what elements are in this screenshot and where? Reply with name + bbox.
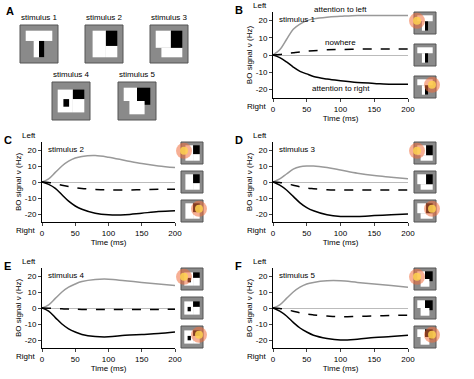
svg-text:150: 150 — [368, 105, 382, 114]
svg-text:20: 20 — [258, 272, 267, 281]
svg-text:200: 200 — [401, 355, 415, 364]
svg-text:150: 150 — [135, 229, 149, 238]
svg-text:Time (ms): Time (ms) — [91, 238, 127, 247]
svg-text:BO signal ν (Hz): BO signal ν (Hz) — [245, 26, 254, 85]
svg-text:C: C — [4, 134, 12, 146]
svg-text:200: 200 — [401, 105, 415, 114]
svg-text:-10: -10 — [25, 320, 37, 329]
svg-text:150: 150 — [368, 229, 382, 238]
svg-text:10: 10 — [27, 162, 36, 171]
svg-text:D: D — [235, 134, 243, 146]
svg-text:100: 100 — [334, 355, 348, 364]
svg-text:Left: Left — [22, 131, 36, 140]
svg-text:stimulus 3: stimulus 3 — [279, 145, 316, 154]
svg-text:Left: Left — [22, 257, 36, 266]
svg-text:0: 0 — [271, 229, 276, 238]
svg-text:Right: Right — [247, 102, 266, 111]
svg-text:0: 0 — [263, 178, 268, 187]
svg-text:200: 200 — [168, 229, 182, 238]
svg-text:-10: -10 — [256, 194, 268, 203]
svg-text:50: 50 — [302, 229, 311, 238]
svg-text:0: 0 — [263, 51, 268, 60]
svg-text:Time (ms): Time (ms) — [323, 238, 359, 247]
svg-text:0: 0 — [271, 355, 276, 364]
svg-text:-20: -20 — [256, 336, 268, 345]
svg-text:-10: -10 — [256, 68, 268, 77]
svg-text:Right: Right — [16, 226, 35, 235]
svg-text:F: F — [235, 260, 242, 272]
svg-text:20: 20 — [27, 272, 36, 281]
svg-text:BO signal ν (Hz): BO signal ν (Hz) — [245, 279, 254, 338]
svg-text:-20: -20 — [25, 210, 37, 219]
svg-text:10: 10 — [258, 34, 267, 43]
svg-text:stimulus 5: stimulus 5 — [279, 271, 316, 280]
svg-text:0: 0 — [263, 304, 268, 313]
svg-text:-10: -10 — [256, 320, 268, 329]
svg-text:50: 50 — [71, 355, 80, 364]
svg-text:200: 200 — [168, 355, 182, 364]
svg-text:Left: Left — [253, 1, 267, 10]
svg-text:nowhere: nowhere — [325, 38, 356, 47]
svg-text:-20: -20 — [256, 210, 268, 219]
svg-text:stimulus 1: stimulus 1 — [21, 13, 58, 22]
svg-text:20: 20 — [258, 146, 267, 155]
svg-text:Left: Left — [253, 131, 267, 140]
svg-text:0: 0 — [271, 105, 276, 114]
svg-text:BO signal ν (Hz): BO signal ν (Hz) — [14, 279, 23, 338]
svg-text:10: 10 — [27, 288, 36, 297]
svg-text:Time (ms): Time (ms) — [323, 114, 359, 123]
svg-text:stimulus 4: stimulus 4 — [53, 70, 90, 79]
svg-text:100: 100 — [102, 355, 116, 364]
svg-text:150: 150 — [135, 355, 149, 364]
svg-text:0: 0 — [32, 178, 37, 187]
svg-text:50: 50 — [302, 105, 311, 114]
svg-text:stimulus 3: stimulus 3 — [151, 13, 188, 22]
svg-text:Time (ms): Time (ms) — [91, 364, 127, 373]
svg-text:stimulus 4: stimulus 4 — [48, 271, 85, 280]
svg-text:0: 0 — [40, 229, 45, 238]
svg-text:-20: -20 — [256, 85, 268, 94]
svg-text:Right: Right — [247, 352, 266, 361]
svg-text:100: 100 — [102, 229, 116, 238]
svg-text:stimulus 5: stimulus 5 — [119, 70, 156, 79]
svg-text:attention to right: attention to right — [312, 84, 370, 93]
svg-text:100: 100 — [334, 229, 348, 238]
svg-text:B: B — [235, 4, 243, 16]
svg-text:10: 10 — [258, 162, 267, 171]
svg-text:200: 200 — [401, 229, 415, 238]
svg-text:50: 50 — [71, 229, 80, 238]
svg-text:0: 0 — [32, 304, 37, 313]
svg-text:-10: -10 — [25, 194, 37, 203]
svg-text:attention to left: attention to left — [314, 5, 367, 14]
svg-text:150: 150 — [368, 355, 382, 364]
svg-text:0: 0 — [40, 355, 45, 364]
svg-text:stimulus 1: stimulus 1 — [279, 15, 316, 24]
svg-text:100: 100 — [334, 105, 348, 114]
svg-text:stimulus 2: stimulus 2 — [86, 13, 123, 22]
svg-text:Right: Right — [247, 226, 266, 235]
svg-text:Right: Right — [16, 352, 35, 361]
svg-text:Left: Left — [253, 257, 267, 266]
svg-text:E: E — [4, 260, 11, 272]
svg-text:10: 10 — [258, 288, 267, 297]
svg-text:50: 50 — [302, 355, 311, 364]
svg-text:BO signal ν (Hz): BO signal ν (Hz) — [245, 153, 254, 212]
svg-text:stimulus 2: stimulus 2 — [48, 145, 85, 154]
svg-text:20: 20 — [27, 146, 36, 155]
svg-text:-20: -20 — [25, 336, 37, 345]
svg-text:A: A — [6, 5, 14, 17]
svg-text:20: 20 — [258, 16, 267, 25]
svg-text:Time (ms): Time (ms) — [323, 364, 359, 373]
svg-text:BO signal ν (Hz): BO signal ν (Hz) — [14, 153, 23, 212]
